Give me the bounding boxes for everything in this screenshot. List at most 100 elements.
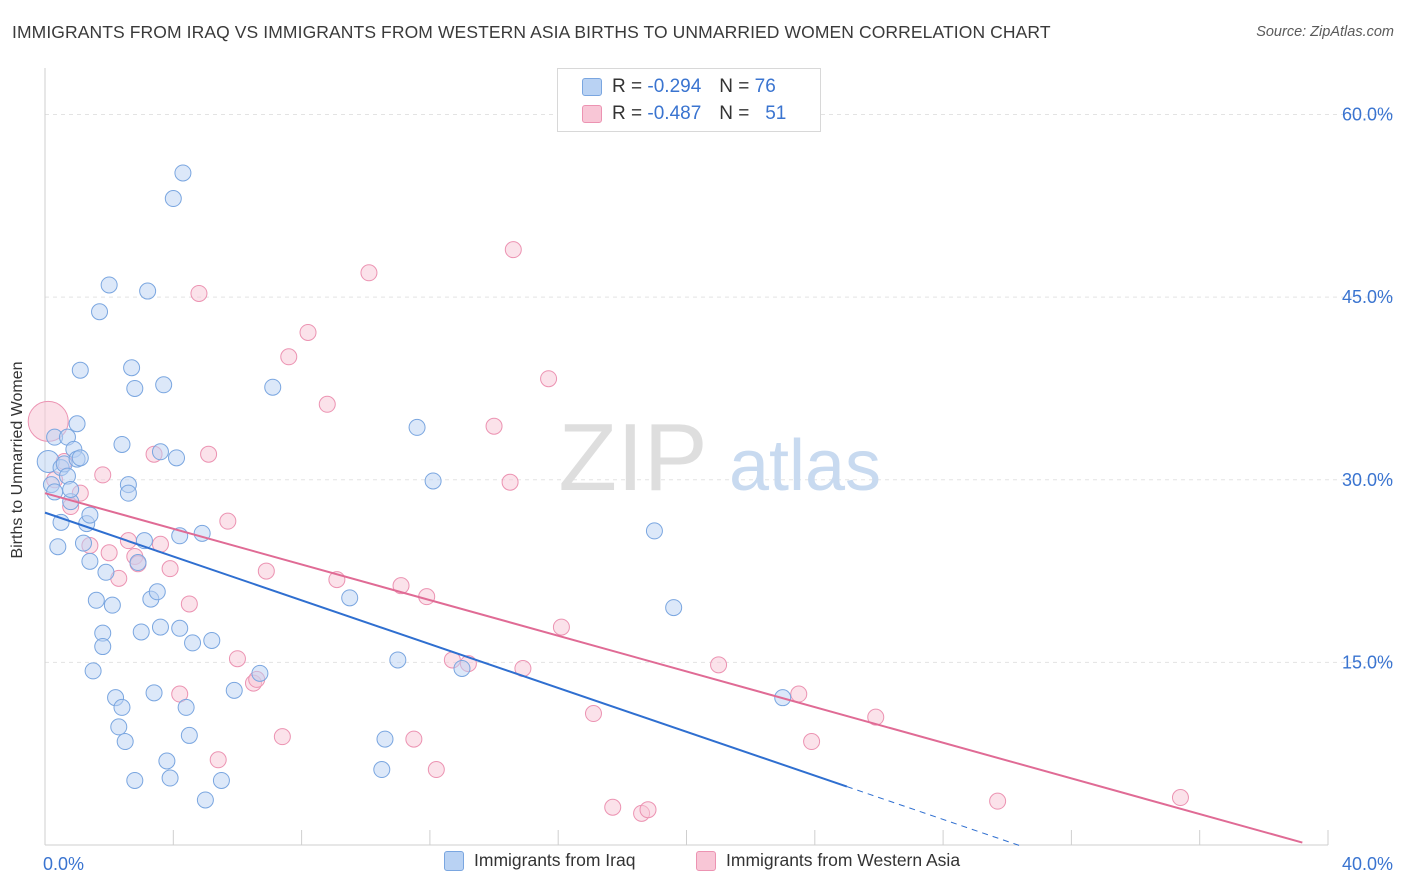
iraq-point xyxy=(145,684,163,702)
iraq-point xyxy=(68,415,86,433)
western-asia-point xyxy=(94,466,112,484)
legend-r-label: R = xyxy=(612,76,643,97)
iraq-point xyxy=(161,769,179,787)
legend-n-value: 51 xyxy=(765,103,787,124)
y-tick-label: 60.0% xyxy=(1342,105,1393,125)
western-asia-point xyxy=(989,792,1007,810)
iraq-point xyxy=(148,583,166,601)
trend-lines xyxy=(44,492,1303,848)
iraq-point xyxy=(94,638,112,656)
iraq-point xyxy=(151,443,169,461)
western-asia-point xyxy=(273,728,291,746)
iraq-point xyxy=(376,730,394,748)
iraq-point xyxy=(341,589,359,607)
iraq-point xyxy=(87,591,105,609)
western-asia-point xyxy=(803,733,821,751)
iraq-point xyxy=(71,449,89,467)
iraq-point xyxy=(155,376,173,394)
iraq-point xyxy=(151,618,169,636)
iraq-point xyxy=(180,726,198,744)
iraq-point xyxy=(52,513,70,531)
iraq-point xyxy=(196,791,214,809)
iraq-point xyxy=(158,752,176,770)
watermark-zip: ZIP xyxy=(558,404,707,511)
iraq-point xyxy=(389,651,407,669)
grid-lines xyxy=(45,114,1395,663)
iraq-point xyxy=(139,282,157,300)
iraq-point xyxy=(225,681,243,699)
iraq-point xyxy=(100,276,118,294)
legend-n-label: N = xyxy=(719,76,750,97)
iraq-point xyxy=(103,596,121,614)
iraq-point xyxy=(129,554,147,572)
western-asia-point xyxy=(190,284,208,302)
x-tick-label: 40.0% xyxy=(1342,854,1393,874)
series-iraq xyxy=(36,164,792,809)
iraq-point xyxy=(113,698,131,716)
western-asia-point xyxy=(552,618,570,636)
iraq-point xyxy=(665,599,683,617)
legend-row-western-asia: R = -0.487 N = 51 xyxy=(558,101,786,127)
iraq-point xyxy=(62,481,80,499)
iraq-point xyxy=(97,563,115,581)
iraq-point xyxy=(71,361,89,379)
watermark: ZIP atlas xyxy=(558,404,881,511)
western-asia-point xyxy=(639,801,657,819)
bottom-legend-iraq: Immigrants from Iraq xyxy=(444,850,635,871)
western-asia-trend-line xyxy=(44,492,1303,844)
iraq-point xyxy=(171,619,189,637)
source-label: Source: ZipAtlas.com xyxy=(1256,24,1394,40)
y-tick-label: 30.0% xyxy=(1342,470,1393,490)
iraq-point xyxy=(453,659,471,677)
western-asia-point xyxy=(257,562,275,580)
western-asia-point xyxy=(180,595,198,613)
western-asia-point xyxy=(790,685,808,703)
iraq-point xyxy=(645,522,663,540)
western-asia-point xyxy=(200,445,218,463)
iraq-point xyxy=(126,379,144,397)
western-asia-point xyxy=(1171,789,1189,807)
legend-r-label: R = xyxy=(612,103,643,124)
western-asia-point xyxy=(161,560,179,578)
western-asia-point xyxy=(318,395,336,413)
western-asia-point xyxy=(280,348,298,366)
iraq-point xyxy=(373,761,391,779)
iraq-point xyxy=(113,435,131,453)
western-asia-point xyxy=(540,370,558,388)
iraq-point xyxy=(203,631,221,649)
iraq-point xyxy=(81,552,99,570)
iraq-point xyxy=(424,472,442,490)
iraq-point xyxy=(264,378,282,396)
legend-swatch-iraq xyxy=(582,78,602,96)
legend-r-value: -0.487 xyxy=(647,103,702,124)
x-tick-label: 0.0% xyxy=(43,854,84,874)
iraq-point xyxy=(184,634,202,652)
iraq-point xyxy=(251,664,269,682)
western-asia-point xyxy=(867,708,885,726)
watermark-atlas: atlas xyxy=(729,426,881,506)
iraq-point xyxy=(74,534,92,552)
western-asia-point xyxy=(360,264,378,282)
bottom-legend-label-iraq: Immigrants from Iraq xyxy=(474,850,636,870)
legend-r-value: -0.294 xyxy=(647,76,702,97)
bottom-legend-swatch-iraq xyxy=(444,850,464,871)
tick-labels: 15.0% 30.0% 45.0% 60.0% 0.0% 40.0% xyxy=(43,105,1393,874)
legend-n-label: N = xyxy=(719,103,750,124)
chart-title: IMMIGRANTS FROM IRAQ VS IMMIGRANTS FROM … xyxy=(12,22,1051,42)
correlation-legend: R = -0.294 N = 76 R = -0.487 N = 51 xyxy=(557,68,821,132)
western-asia-point xyxy=(584,705,602,723)
iraq-point xyxy=(174,164,192,182)
iraq-point xyxy=(123,359,141,377)
western-asia-point xyxy=(427,761,445,779)
western-asia-point xyxy=(501,473,519,491)
iraq-point xyxy=(177,698,195,716)
iraq-point xyxy=(164,190,182,208)
western-asia-point xyxy=(299,323,317,341)
iraq-point xyxy=(408,418,426,436)
bottom-legend-western-asia: Immigrants from Western Asia xyxy=(696,850,960,871)
legend-row-iraq: R = -0.294 N = 76 xyxy=(558,74,776,100)
y-tick-label: 45.0% xyxy=(1342,287,1393,307)
western-asia-point xyxy=(710,656,728,674)
legend-swatch-western-asia xyxy=(582,105,602,123)
